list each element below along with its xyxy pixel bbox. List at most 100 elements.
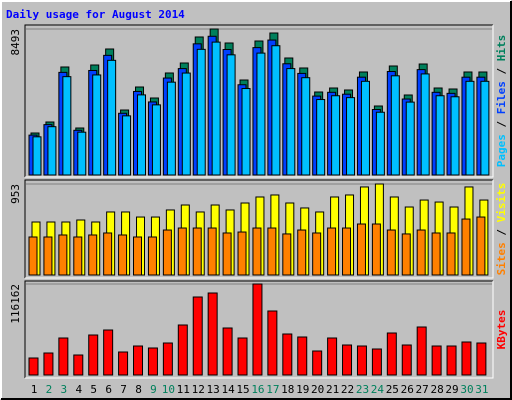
y-tick-label: 8493 [9,29,22,56]
x-tick-label: 10 [162,383,175,396]
bar [386,229,396,276]
bar [416,229,426,276]
bar [122,115,132,176]
bar [476,342,487,376]
bar [446,232,456,276]
x-tick-label: 18 [281,383,294,396]
x-tick-label: 12 [192,383,205,396]
bar [107,59,117,176]
x-tick-label: 9 [150,383,157,396]
bar [181,72,191,176]
bar [162,342,173,376]
bar [177,227,187,276]
bar [465,80,475,176]
legend-separator: / [495,222,508,242]
bar [420,73,430,176]
x-tick-label: 17 [266,383,279,396]
legend-entry: Pages [495,134,508,167]
bar [342,344,353,376]
bar [401,344,412,376]
legend-entry: Visits [495,183,508,223]
x-tick-label: 28 [430,383,443,396]
bar [346,97,356,176]
bar [297,229,307,276]
bar [282,333,293,376]
bar [73,354,84,376]
bar [43,352,54,376]
bar [118,351,129,376]
x-tick-label: 29 [445,383,458,396]
bar [371,223,381,276]
bar [450,96,460,176]
legend-entry: KBytes [495,310,508,350]
legend-separator: / [495,114,508,134]
bar [237,337,248,376]
bar [331,95,341,176]
legend-entry: Hits [495,35,508,62]
bar [461,341,472,376]
x-tick-label: 22 [341,383,354,396]
bar [222,327,233,376]
panel-border [25,25,494,178]
bar [28,236,38,276]
bar [192,227,202,276]
x-tick-label: 14 [221,383,235,396]
panel-border [24,280,493,378]
bar [312,232,322,276]
x-tick-label: 25 [386,383,399,396]
bar [207,227,217,276]
bar [207,292,218,376]
bar [446,345,457,376]
x-tick-label: 24 [371,383,385,396]
bar [166,81,176,176]
bar [58,337,69,376]
bar [356,223,366,276]
bar [286,68,296,176]
x-tick-label: 15 [236,383,249,396]
bar [192,296,203,376]
x-tick-label: 19 [296,383,309,396]
bar [301,77,311,176]
bar [476,216,486,276]
bar [58,234,68,276]
x-tick-label: 27 [416,383,429,396]
bar [211,41,221,176]
bar [118,234,128,276]
y-tick-label: 953 [9,184,22,204]
bar [147,347,158,376]
legend: Pages / Files / Hits [495,35,508,168]
bar [196,48,206,176]
bar [73,236,83,276]
x-tick-label: 26 [401,383,414,396]
bar [386,332,397,376]
bar [162,229,172,276]
x-tick-label: 5 [90,383,97,396]
chart-title: Daily usage for August 2014 [6,8,185,21]
bar [297,336,308,376]
x-tick-label: 4 [75,383,82,396]
panel-border [24,24,493,177]
bar [375,111,385,176]
bar [103,232,113,276]
bar [147,236,157,276]
bar [342,227,352,276]
panel-border [25,281,494,379]
x-tick-label: 6 [105,383,112,396]
bar [252,227,262,276]
bar [480,80,490,176]
x-tick-label: 2 [46,383,53,396]
x-tick-label: 11 [177,383,190,396]
legend-separator: / [495,61,508,81]
legend-entry: Files [495,81,508,114]
x-tick-label: 16 [251,383,264,396]
bar [133,236,143,276]
x-tick-label: 13 [207,383,220,396]
bar [241,88,251,176]
bar [356,345,367,376]
bar [62,76,72,176]
bar [431,345,442,376]
x-tick-label: 20 [311,383,324,396]
